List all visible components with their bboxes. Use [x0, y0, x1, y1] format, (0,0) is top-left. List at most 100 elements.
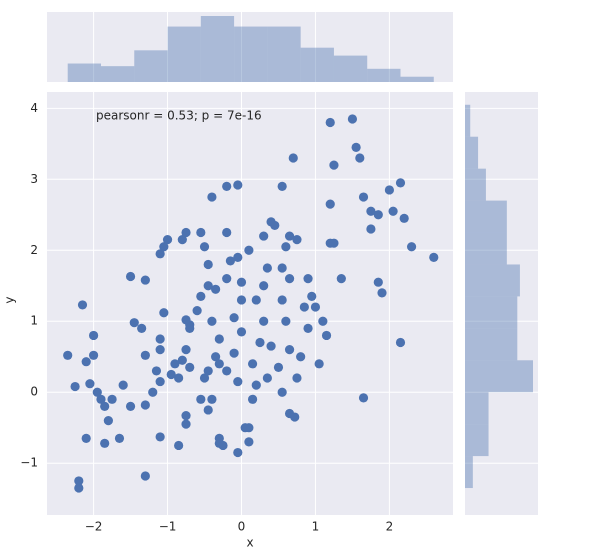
point [273, 362, 284, 372]
point [203, 366, 213, 376]
histogram-bar [465, 168, 486, 201]
point [88, 350, 99, 360]
histogram-bar [465, 232, 507, 265]
point [251, 295, 261, 305]
point [196, 227, 206, 238]
point [388, 206, 398, 216]
point [292, 235, 302, 245]
point [155, 432, 165, 442]
histogram-bar [67, 63, 101, 82]
histogram-bar [465, 136, 479, 169]
point [247, 394, 258, 404]
point [395, 337, 406, 348]
point [262, 373, 272, 383]
point [203, 281, 213, 291]
x-tick-label: −1 [159, 520, 177, 534]
point [303, 274, 313, 284]
point [199, 373, 210, 383]
point [236, 327, 247, 337]
histogram-bar [300, 47, 334, 82]
point [262, 263, 272, 273]
point [290, 412, 300, 422]
point [140, 471, 150, 481]
histogram-bar [465, 392, 489, 425]
histogram-bar [100, 66, 135, 82]
point [366, 224, 376, 234]
point [107, 394, 117, 404]
point [100, 401, 110, 412]
histogram-bar [367, 68, 401, 82]
point [170, 359, 180, 369]
point [181, 315, 191, 325]
point [307, 291, 317, 302]
point [155, 249, 165, 259]
point [233, 447, 243, 458]
point [281, 316, 291, 326]
y-tick-label: 3 [30, 172, 38, 186]
point [74, 476, 84, 486]
point [207, 192, 217, 202]
point [329, 160, 339, 170]
point [196, 394, 206, 404]
point [277, 181, 287, 191]
point [70, 381, 80, 392]
point [310, 302, 321, 312]
point [114, 433, 125, 443]
histogram-bar [465, 424, 489, 457]
point [277, 295, 287, 305]
point [88, 330, 99, 341]
point [325, 199, 335, 209]
point [207, 316, 217, 326]
point [244, 423, 254, 433]
histogram-bar [465, 264, 520, 297]
point [181, 227, 191, 238]
point [196, 291, 206, 302]
point [129, 318, 139, 328]
point [259, 316, 269, 326]
point [318, 316, 328, 326]
histogram-bar [134, 50, 168, 82]
point [77, 300, 88, 310]
point [373, 210, 383, 220]
histogram-bar [200, 16, 235, 82]
point [288, 153, 298, 163]
point [203, 259, 213, 270]
point [259, 231, 269, 241]
point [155, 334, 165, 344]
point [406, 242, 417, 252]
x-tick-label: −2 [85, 520, 103, 534]
y-tick-label: 2 [30, 243, 38, 257]
point [159, 242, 169, 252]
point [185, 323, 195, 333]
point [151, 366, 162, 376]
point [125, 401, 136, 412]
point [366, 206, 376, 216]
point [284, 345, 295, 355]
point [92, 387, 102, 397]
point [284, 231, 295, 241]
point [81, 357, 91, 367]
point [155, 345, 165, 355]
point [336, 274, 346, 284]
histogram-bar [400, 76, 434, 82]
point [162, 235, 173, 245]
point [181, 345, 191, 355]
point [118, 380, 128, 390]
point [211, 352, 221, 362]
point [174, 440, 184, 451]
point [177, 355, 187, 365]
point [166, 369, 176, 380]
point [284, 274, 295, 284]
point [100, 438, 110, 448]
point [222, 227, 232, 238]
point [181, 411, 191, 421]
histogram-bar [234, 26, 268, 83]
point [63, 350, 73, 360]
point [155, 376, 165, 387]
point [395, 178, 406, 188]
point [244, 245, 254, 255]
histogram-bar [465, 360, 533, 393]
marks [63, 16, 533, 493]
point [159, 308, 169, 318]
